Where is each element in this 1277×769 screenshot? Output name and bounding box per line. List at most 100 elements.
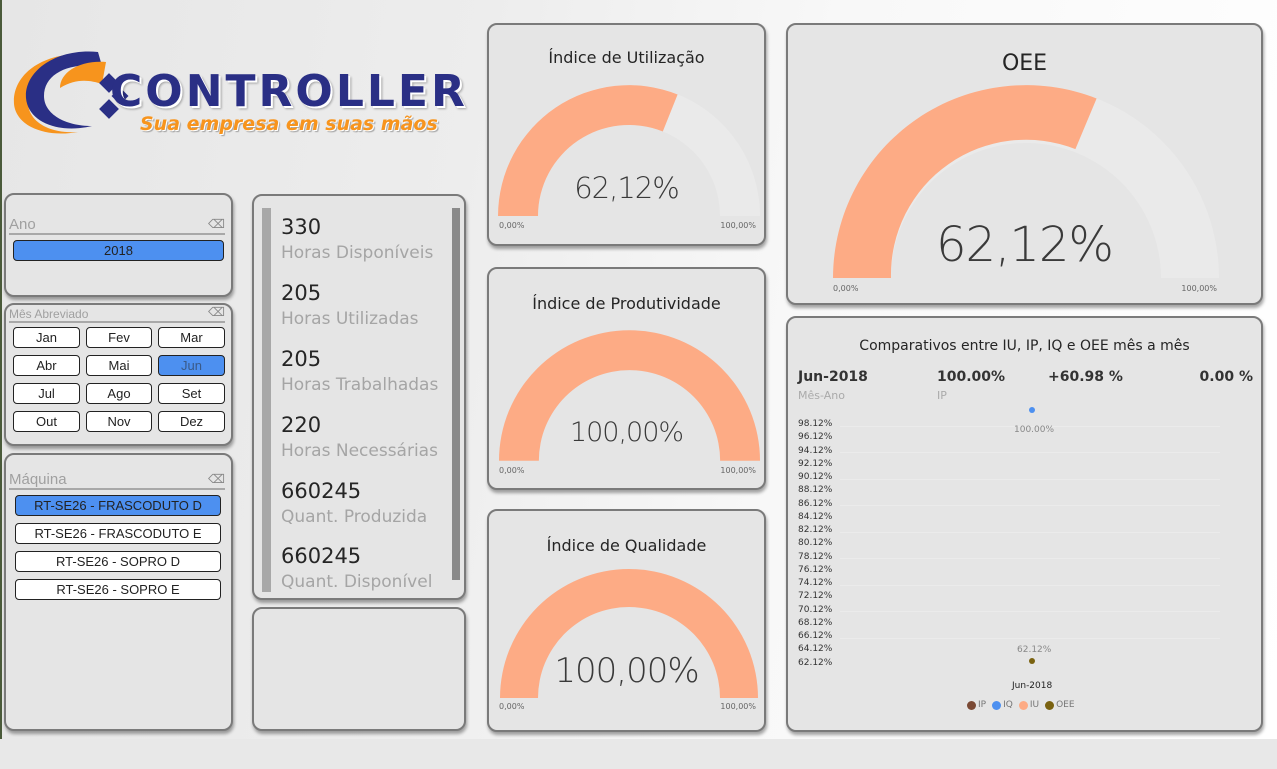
machine-option-sopro-e[interactable]: RT-SE26 - SOPRO E xyxy=(15,579,221,600)
month-option-jan[interactable]: Jan xyxy=(13,327,80,348)
month-option-fev[interactable]: Fev xyxy=(86,327,152,348)
gauge-min: 0,00% xyxy=(499,702,525,711)
data-point-iq-jun-2018[interactable] xyxy=(1029,407,1035,413)
kpi-label: Horas Necessárias xyxy=(281,441,438,461)
gauge-title: Índice de Qualidade xyxy=(546,536,707,555)
y-tick: 64.12% xyxy=(798,644,833,654)
gauge-min: 0,00% xyxy=(499,221,525,230)
change-value: 0.00 % xyxy=(1199,369,1253,385)
data-point-oee-jun-2018[interactable] xyxy=(1029,658,1035,664)
legend-dot-icon xyxy=(1045,700,1055,710)
machine-option-frascoduto-e[interactable]: RT-SE26 - FRASCODUTO E xyxy=(15,523,221,544)
kpi-label: Horas Disponíveis xyxy=(281,243,434,263)
gauge-value: 100,00% xyxy=(569,417,684,448)
eraser-icon[interactable]: ⌫ xyxy=(208,217,225,231)
gauge-value: 62,12% xyxy=(935,217,1114,273)
month-option-nov[interactable]: Nov xyxy=(86,411,152,432)
gauge-indice-qualidade: Índice de Qualidade 100,00% 0,00% 100,00… xyxy=(487,509,766,732)
machine-option-frascoduto-d[interactable]: RT-SE26 - FRASCODUTO D xyxy=(15,495,221,516)
kpi-label: Quant. Disponível xyxy=(281,572,433,592)
kpi-value: 220 xyxy=(281,413,322,437)
y-tick: 70.12% xyxy=(798,605,833,615)
legend-item-iu[interactable]: IU xyxy=(1018,700,1040,710)
chart-legend: IP IQ IU OEE xyxy=(967,700,1078,710)
kpi-value: 205 xyxy=(281,281,322,305)
gridline xyxy=(840,558,1220,559)
legend-label: IU xyxy=(1029,700,1040,710)
gridline xyxy=(840,505,1220,506)
bottom-bar xyxy=(0,739,1277,769)
logo-tagline: Sua empresa em suas mãos xyxy=(140,113,438,135)
empty-card xyxy=(252,607,466,731)
gridline xyxy=(840,585,1220,586)
gauge-title: OEE xyxy=(1001,51,1048,76)
machine-option-sopro-d[interactable]: RT-SE26 - SOPRO D xyxy=(15,551,221,572)
month-option-ago[interactable]: Ago xyxy=(86,383,152,404)
eraser-icon[interactable]: ⌫ xyxy=(208,305,225,319)
month-option-jul[interactable]: Jul xyxy=(13,383,80,404)
gauge-arc xyxy=(833,85,1219,278)
gauge-title: Índice de Produtividade xyxy=(532,294,721,313)
kpi-label: Quant. Produzida xyxy=(281,507,428,527)
kpi-value: 205 xyxy=(281,347,322,371)
legend-dot-icon xyxy=(1018,700,1028,710)
y-tick: 80.12% xyxy=(798,538,833,548)
month-option-set[interactable]: Set xyxy=(158,383,225,404)
machine-slicer-header: Máquina ⌫ xyxy=(9,468,225,490)
gauge-title: Índice de Utilização xyxy=(548,48,705,67)
gauge-arc xyxy=(500,569,758,698)
y-tick: 84.12% xyxy=(798,512,833,522)
machine-slicer-title: Máquina xyxy=(9,471,67,488)
eraser-icon[interactable]: ⌫ xyxy=(208,472,225,486)
gauge-max: 100,00% xyxy=(720,466,756,475)
month-option-dez[interactable]: Dez xyxy=(158,411,225,432)
month-slicer: Mês Abreviado ⌫ Jan Fev Mar Abr Mai Jun … xyxy=(4,303,233,446)
gauge-min: 0,00% xyxy=(833,284,859,293)
legend-item-iq[interactable]: IQ xyxy=(992,700,1013,710)
month-slicer-title: Mês Abreviado xyxy=(9,307,89,321)
kpi-quant-produzida: 660245 Quant. Produzida xyxy=(281,477,427,529)
legend-item-oee[interactable]: OEE xyxy=(1045,700,1075,710)
kpi-horas-disponiveis: 330 Horas Disponíveis xyxy=(281,213,433,265)
gauge-value: 62,12% xyxy=(574,171,680,205)
data-label-top: 100.00% xyxy=(1014,425,1055,435)
gauge-min: 0,00% xyxy=(499,466,525,475)
machine-slicer: Máquina ⌫ RT-SE26 - FRASCODUTO D RT-SE26… xyxy=(4,453,233,731)
month-option-abr[interactable]: Abr xyxy=(13,355,80,376)
month-option-jun[interactable]: Jun xyxy=(158,355,225,376)
y-tick: 88.12% xyxy=(798,485,833,495)
y-tick: 92.12% xyxy=(798,459,833,469)
month-option-mai[interactable]: Mai xyxy=(86,355,152,376)
y-tick: 68.12% xyxy=(798,618,833,628)
y-tick: 66.12% xyxy=(798,631,833,641)
month-option-out[interactable]: Out xyxy=(13,411,80,432)
logo-brand-text: CONTROLLER xyxy=(110,66,468,117)
y-tick: 86.12% xyxy=(798,499,833,509)
kpi-label: Horas Trabalhadas xyxy=(281,375,439,395)
period-label: Mês-Ano xyxy=(798,389,845,402)
kpi-quant-disponivel: 660245 Quant. Disponível xyxy=(281,542,432,594)
controller-logo: CONTROLLER Sua empresa em suas mãos xyxy=(10,46,465,146)
y-tick: 90.12% xyxy=(798,472,833,482)
year-slicer-title: Ano xyxy=(9,216,36,233)
gauge-indice-produtividade: Índice de Produtividade 100,00% 0,00% 10… xyxy=(487,267,766,490)
kpi-value: 660245 xyxy=(281,479,362,503)
month-option-mar[interactable]: Mar xyxy=(158,327,225,348)
delta-value: +60.98 % xyxy=(1048,369,1123,385)
kpi-scroll-track xyxy=(262,208,271,592)
year-slicer-header: Ano ⌫ xyxy=(9,215,225,235)
legend-item-ip[interactable]: IP xyxy=(967,700,986,710)
y-tick: 96.12% xyxy=(798,432,833,442)
gauge-indice-utilizacao: Índice de Utilização 62,12% 0,00% 100,00… xyxy=(487,23,766,246)
kpi-scrollbar[interactable] xyxy=(452,208,460,580)
y-tick: 82.12% xyxy=(798,525,833,535)
logo-swoosh-icon xyxy=(13,51,129,134)
year-slicer: Ano ⌫ 2018 xyxy=(4,193,233,297)
year-option-2018[interactable]: 2018 xyxy=(13,240,224,261)
kpi-horas-trabalhadas: 205 Horas Trabalhadas xyxy=(281,345,438,397)
gauge-oee: OEE 62,12% 0,00% 100,00% xyxy=(786,23,1263,305)
y-tick: 98.12% xyxy=(798,419,833,429)
legend-label: IP xyxy=(978,700,987,710)
y-tick: 62.12% xyxy=(798,658,833,668)
legend-dot-icon xyxy=(967,700,976,710)
